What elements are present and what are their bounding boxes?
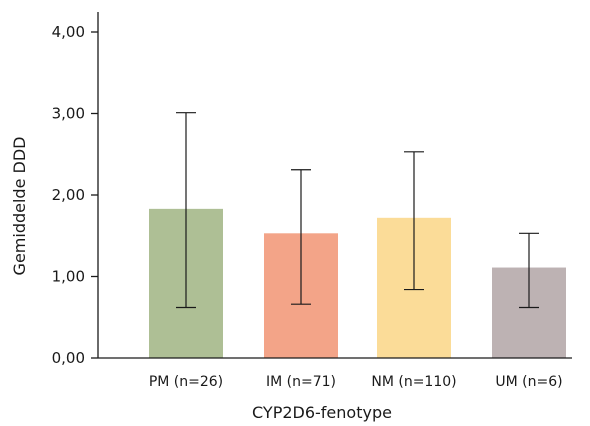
error-bars-group [176,112,539,309]
x-tick-label: UM (n=6) [495,374,562,390]
y-tick-label: 1,00 [52,268,85,286]
x-tick-label: PM (n=26) [149,374,223,390]
x-tick-label: NM (n=110) [371,374,456,390]
x-tick-label: IM (n=71) [266,374,336,390]
x-axis-title: CYP2D6-fenotype [252,403,392,422]
y-ticks-group: 0,00 1,00 2,00 3,00 4,00 [52,23,98,367]
y-axis-title: Gemiddelde DDD [10,137,29,276]
y-tick-label: 3,00 [52,105,85,123]
bars-group [149,208,566,358]
y-tick-label: 4,00 [52,23,85,41]
y-tick-label: 2,00 [52,186,85,204]
x-tick-labels-group: PM (n=26) IM (n=71) NM (n=110) UM (n=6) [149,374,563,390]
y-tick-label: 0,00 [52,349,85,367]
axes-group [97,12,572,359]
